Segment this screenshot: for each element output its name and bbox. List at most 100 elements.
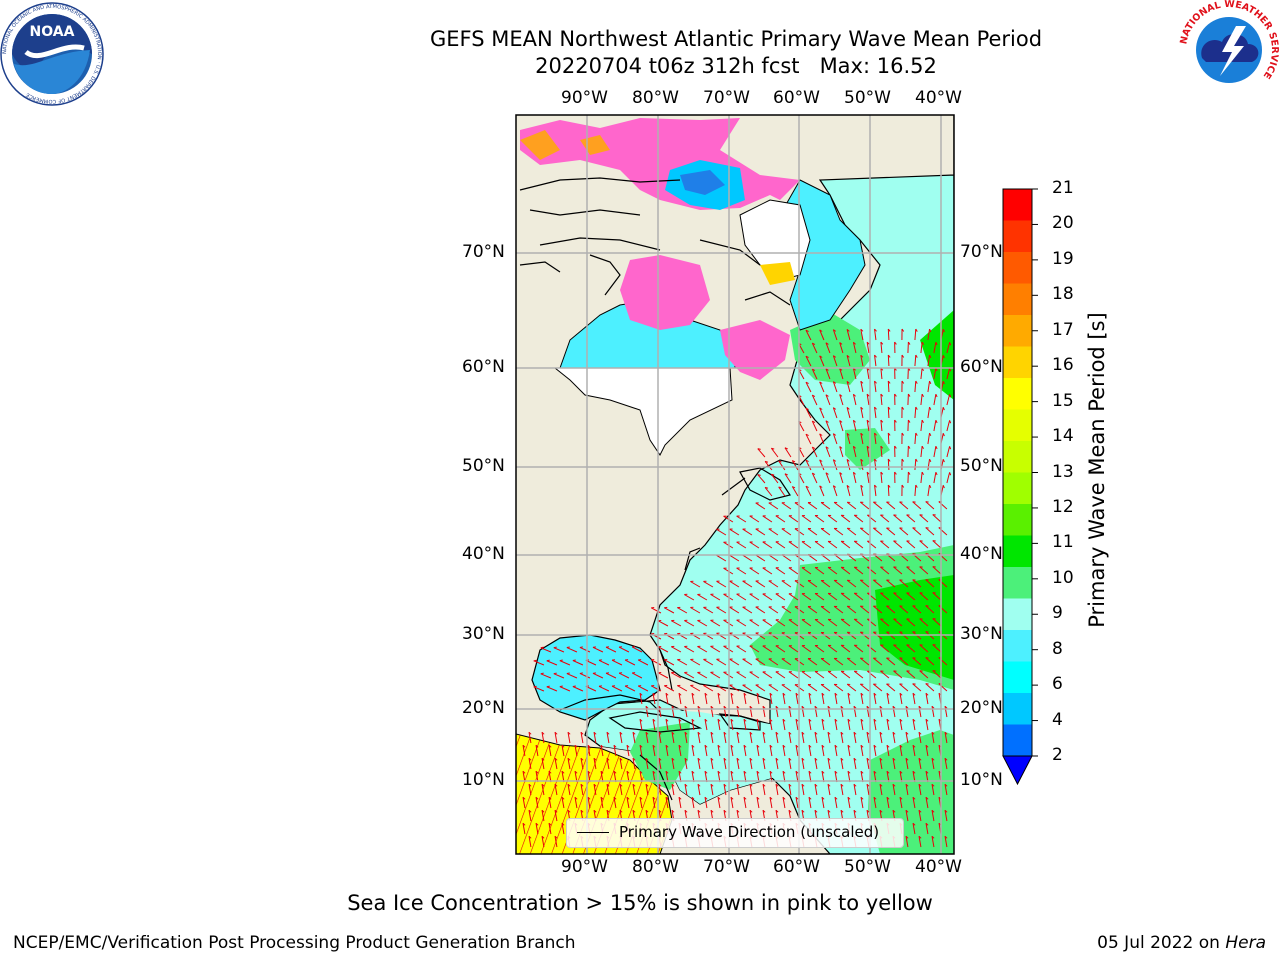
wave-arrow-head xyxy=(912,718,916,722)
colorbar xyxy=(1002,188,1038,786)
wave-arrow-head xyxy=(756,770,760,774)
wave-arrow-head xyxy=(593,809,597,813)
wave-arrow xyxy=(893,540,903,549)
wave-arrow-head xyxy=(839,342,843,345)
colorbar-segment xyxy=(1003,409,1032,442)
wave-arrow xyxy=(736,541,747,549)
wave-arrow-head xyxy=(925,770,929,774)
wave-arrow xyxy=(613,797,617,809)
wave-arrow xyxy=(749,619,760,627)
wave-arrow xyxy=(827,515,838,523)
wave-arrow xyxy=(736,619,747,627)
wave-arrow xyxy=(781,684,792,692)
wave-arrow-head xyxy=(554,757,558,761)
wave-arrow-head xyxy=(901,484,905,488)
wave-arrow xyxy=(827,732,831,744)
wave-arrow-head xyxy=(944,835,948,839)
wave-arrow xyxy=(592,672,604,679)
wave-arrow xyxy=(899,771,903,783)
wave-arrow-head xyxy=(866,809,870,813)
wave-arrow xyxy=(658,672,669,679)
wave-arrow xyxy=(658,706,662,718)
wave-arrow xyxy=(807,502,818,510)
wave-arrow-head xyxy=(528,731,532,735)
wave-arrow xyxy=(912,771,916,783)
lat-tick-left: 60°N xyxy=(462,357,505,377)
wave-arrow xyxy=(762,645,773,653)
wave-arrow-head xyxy=(697,809,701,813)
wave-arrow xyxy=(873,605,883,614)
wave-arrow-head xyxy=(853,757,857,761)
wave-arrow xyxy=(866,784,870,796)
wave-arrow xyxy=(723,706,727,718)
wave-arrow xyxy=(768,502,779,510)
lon-tick-top: 40°W xyxy=(915,88,962,108)
wave-arrow xyxy=(645,758,649,770)
wave-arrow-head xyxy=(880,445,884,449)
wave-arrow-head xyxy=(866,419,870,423)
wave-arrow-head xyxy=(892,705,896,709)
wave-arrow xyxy=(808,693,812,705)
wave-arrow xyxy=(764,487,773,497)
wave-arrow xyxy=(906,644,916,653)
wave-arrow xyxy=(522,797,526,809)
wave-arrow xyxy=(808,771,812,783)
wave-arrow xyxy=(811,472,818,484)
wave-arrow xyxy=(927,407,931,419)
wave-arrow xyxy=(899,797,903,809)
wave-arrow xyxy=(541,784,545,796)
wave-arrow-head xyxy=(812,446,816,449)
wave-arrow xyxy=(932,566,942,575)
wave-arrow-head xyxy=(874,484,877,488)
wave-arrow-head xyxy=(846,432,850,436)
wave-arrow xyxy=(859,683,870,692)
wave-arrow xyxy=(867,592,877,601)
wave-arrow-head xyxy=(918,809,922,813)
wave-arrow xyxy=(791,460,799,471)
wave-arrow-head xyxy=(730,692,734,696)
wave-arrow xyxy=(730,693,734,705)
wave-arrow-head xyxy=(691,770,695,774)
wave-arrow-head xyxy=(671,783,675,787)
wave-arrow xyxy=(684,758,688,770)
wave-arrow xyxy=(554,758,558,770)
wave-arrow-head xyxy=(874,328,877,332)
wave-arrow-head xyxy=(905,705,909,709)
wave-arrow xyxy=(736,784,740,796)
wave-arrow-head xyxy=(821,796,825,800)
wave-arrow xyxy=(866,420,870,432)
wave-arrow-head xyxy=(756,744,760,748)
wave-arrow xyxy=(678,797,682,809)
wave-arrow xyxy=(624,659,636,666)
wave-arrow xyxy=(554,784,558,796)
wave-arrow xyxy=(874,407,877,419)
wave-arrow-head xyxy=(819,355,823,358)
wave-arrow xyxy=(899,693,903,705)
wave-arrow xyxy=(899,579,909,588)
wave-arrow-head xyxy=(801,783,805,787)
wave-arrow xyxy=(893,618,903,627)
wave-arrow xyxy=(931,810,935,822)
wave-arrow xyxy=(762,593,773,601)
wave-arrow-head xyxy=(691,744,695,748)
wave-arrow xyxy=(742,658,753,666)
wave-arrow-head xyxy=(736,809,740,813)
wave-arrow-head xyxy=(805,433,809,437)
wave-arrow-head xyxy=(899,770,903,774)
wave-arrow xyxy=(782,693,786,705)
wave-arrow xyxy=(736,758,740,770)
wave-arrow xyxy=(820,606,831,614)
wave-arrow-head xyxy=(819,329,823,332)
wave-arrow xyxy=(769,719,773,731)
wave-arrow-head xyxy=(665,770,669,774)
lon-tick-top: 50°W xyxy=(844,88,891,108)
wave-arrow xyxy=(840,540,851,549)
wave-arrow-head xyxy=(528,783,532,787)
wave-arrow-head xyxy=(805,381,809,385)
wave-arrow xyxy=(847,797,851,809)
wave-arrow xyxy=(874,433,877,445)
wave-arrow xyxy=(811,368,818,380)
wave-arrow-head xyxy=(619,783,623,787)
colorbar-segment xyxy=(1003,661,1032,694)
wave-arrow-head xyxy=(880,419,884,423)
